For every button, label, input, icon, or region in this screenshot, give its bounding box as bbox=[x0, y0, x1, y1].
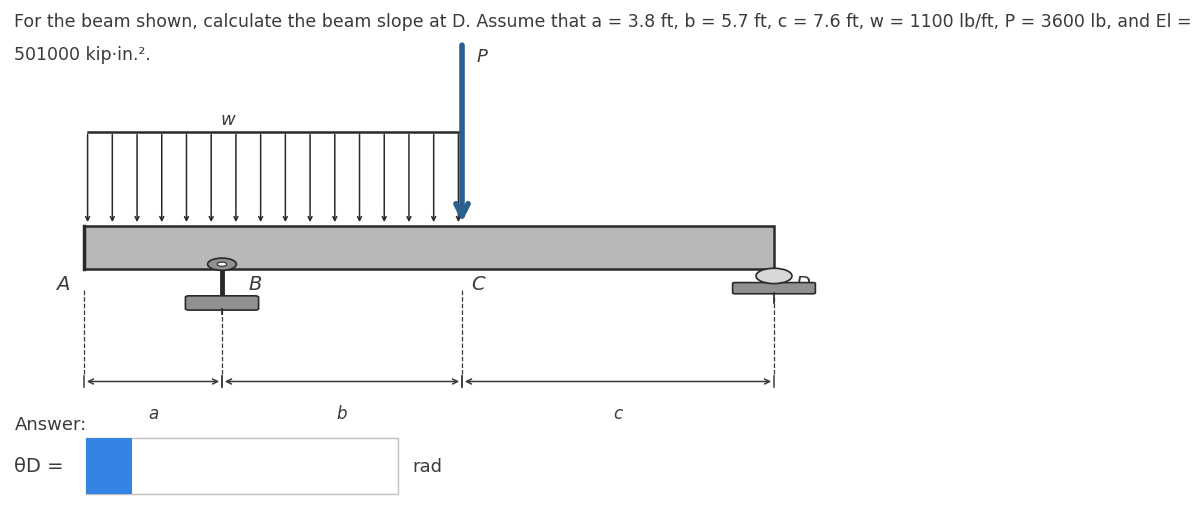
Text: 501000 kip·in.².: 501000 kip·in.². bbox=[14, 46, 151, 64]
Text: A: A bbox=[56, 275, 70, 294]
Text: D: D bbox=[796, 275, 811, 294]
Text: θD =: θD = bbox=[14, 456, 64, 475]
Text: P: P bbox=[476, 48, 487, 66]
Text: rad: rad bbox=[413, 457, 443, 475]
Circle shape bbox=[756, 269, 792, 284]
Text: c: c bbox=[613, 405, 623, 422]
FancyBboxPatch shape bbox=[186, 296, 259, 310]
FancyBboxPatch shape bbox=[732, 283, 816, 294]
Text: C: C bbox=[472, 275, 485, 294]
Bar bbox=[84, 227, 774, 270]
Text: i: i bbox=[106, 457, 113, 475]
Text: b: b bbox=[337, 405, 347, 422]
Text: w: w bbox=[221, 110, 235, 129]
Text: B: B bbox=[248, 275, 262, 294]
Text: a: a bbox=[148, 405, 158, 422]
FancyBboxPatch shape bbox=[86, 438, 398, 494]
FancyBboxPatch shape bbox=[86, 438, 132, 494]
Circle shape bbox=[217, 263, 227, 267]
Circle shape bbox=[208, 259, 236, 271]
Text: Answer:: Answer: bbox=[14, 415, 86, 433]
Text: For the beam shown, calculate the beam slope at D. Assume that a = 3.8 ft, b = 5: For the beam shown, calculate the beam s… bbox=[14, 13, 1192, 31]
